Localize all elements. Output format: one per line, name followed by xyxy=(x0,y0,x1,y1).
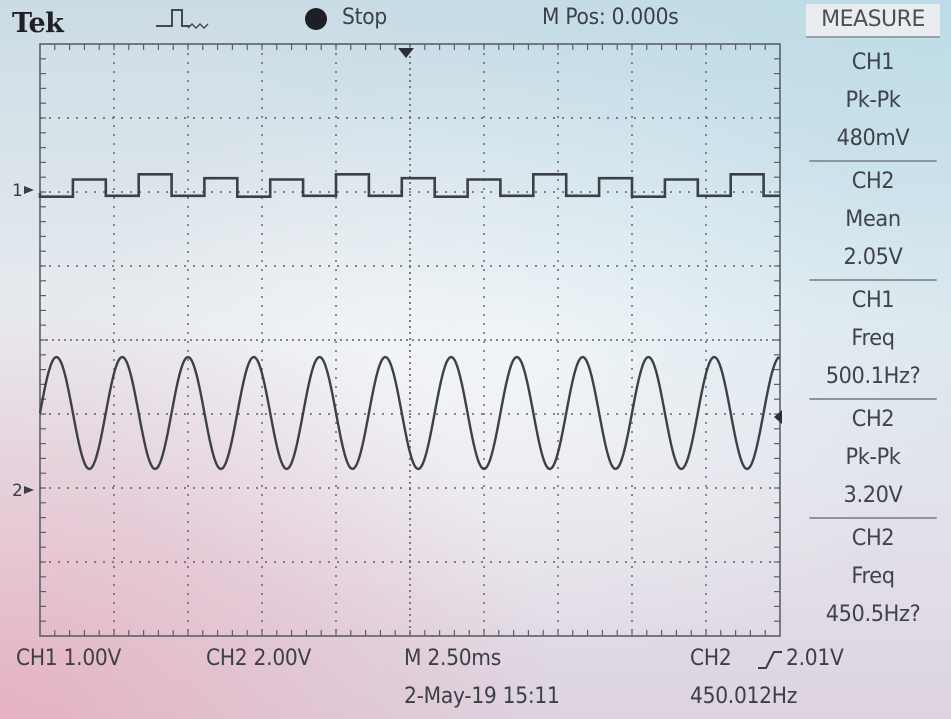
measurement-type: Freq xyxy=(851,326,895,351)
date-time-readout: 2-May-19 15:11 xyxy=(404,684,560,709)
ch2-waveform-trace xyxy=(38,355,781,471)
stop-dot-icon xyxy=(305,8,327,30)
trigger-position-marker-icon xyxy=(398,48,414,58)
measure-menu-title[interactable]: MEASURE xyxy=(806,4,940,38)
measurement-channel: CH2 xyxy=(851,407,895,432)
measurement-3-button[interactable]: CH1 Freq 500.1Hz? xyxy=(809,282,937,400)
ch2-arrow-icon xyxy=(24,486,34,494)
rising-edge-icon xyxy=(758,651,782,669)
brand-logo: Tek xyxy=(12,8,64,39)
measurement-2-button[interactable]: CH2 Mean 2.05V xyxy=(809,163,937,281)
trigger-frequency-readout: 450.012Hz xyxy=(690,684,798,709)
measurement-value: 500.1Hz? xyxy=(825,364,921,389)
graticule xyxy=(39,43,781,637)
acquisition-status: Stop xyxy=(342,5,387,30)
measurement-value: 2.05V xyxy=(843,245,903,270)
measurement-value: 450.5Hz? xyxy=(825,602,921,627)
timebase-readout: M 2.50ms xyxy=(404,646,502,671)
ch1-marker-label: 1 xyxy=(12,181,23,201)
ch1-arrow-icon xyxy=(24,186,34,194)
trigger-level-marker-icon xyxy=(774,410,782,424)
trigger-pulse-icon xyxy=(156,9,209,29)
measurement-5-button[interactable]: CH2 Freq 450.5Hz? xyxy=(809,520,936,638)
ch2-scale-readout: CH2 2.00V xyxy=(206,646,312,671)
measurement-channel: CH2 xyxy=(851,526,895,551)
horizontal-position-readout: M Pos: 0.000s xyxy=(542,5,679,30)
measurement-channel: CH2 xyxy=(851,169,895,194)
trigger-level-readout: 2.01V xyxy=(786,646,844,671)
trigger-source-readout: CH2 xyxy=(690,646,732,671)
measure-menu: MEASURE CH1 Pk-Pk 480mV CH2 Mean 2.05V C… xyxy=(806,0,940,638)
ch1-scale-readout: CH1 1.00V xyxy=(16,646,122,671)
measurement-type: Mean xyxy=(845,207,901,232)
measurement-4-button[interactable]: CH2 Pk-Pk 3.20V xyxy=(809,401,937,519)
measurement-1-button[interactable]: CH1 Pk-Pk 480mV xyxy=(809,44,937,162)
measurement-type: Pk-Pk xyxy=(845,88,901,113)
ch2-marker-label: 2 xyxy=(12,481,23,501)
measurement-channel: CH1 xyxy=(851,288,895,313)
measurement-channel: CH1 xyxy=(851,50,895,75)
measurement-value: 480mV xyxy=(836,126,910,151)
ch2-ground-marker[interactable]: 2 xyxy=(12,481,34,501)
ch1-waveform-trace xyxy=(38,173,780,198)
ch1-ground-marker[interactable]: 1 xyxy=(12,181,34,201)
measurement-type: Pk-Pk xyxy=(845,445,901,470)
measurement-type: Freq xyxy=(851,564,895,589)
measurement-value: 3.20V xyxy=(843,483,903,508)
